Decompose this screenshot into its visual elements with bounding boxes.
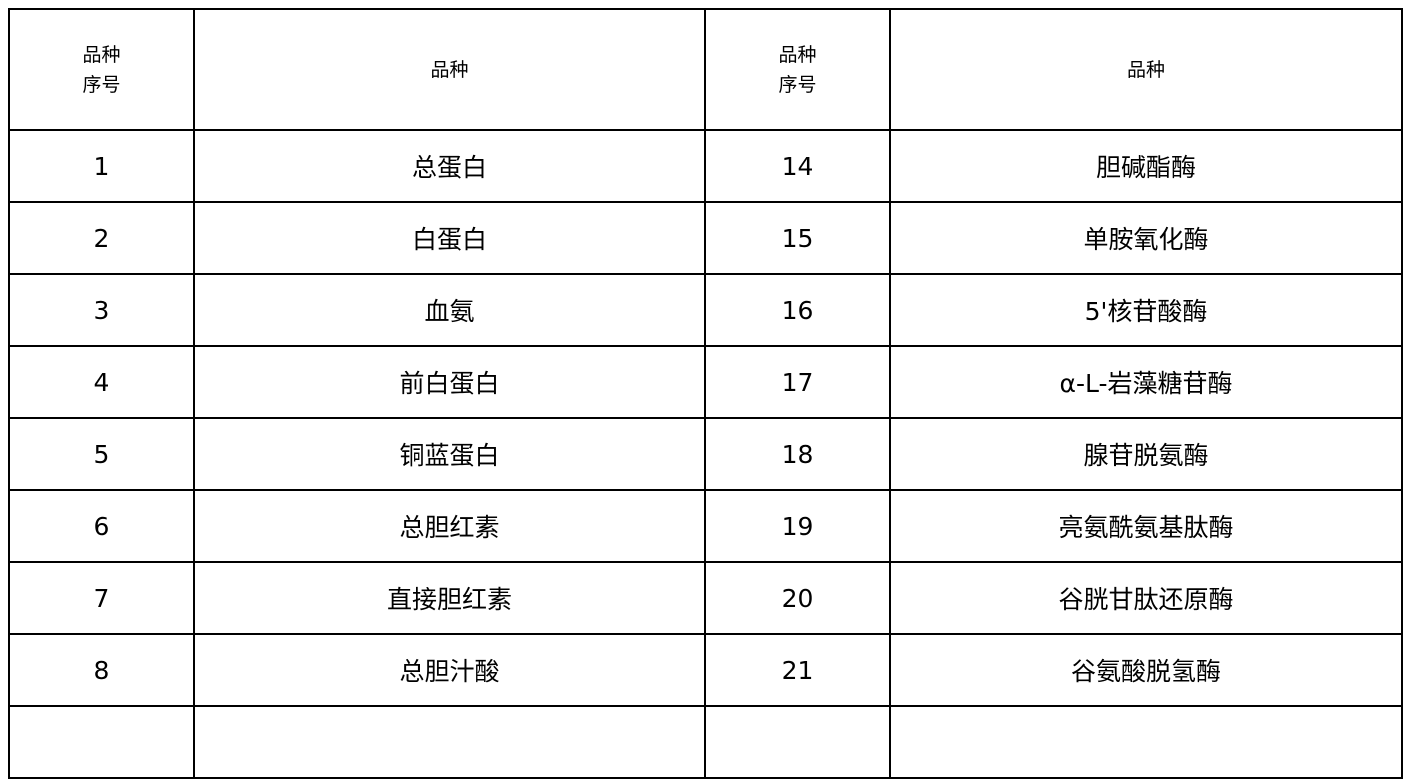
cell-item-right: 谷氨酸脱氢酶 [889, 633, 1403, 707]
cell-serial-left: 1 [8, 129, 195, 203]
cell-item-right: 单胺氧化酶 [889, 201, 1403, 275]
cell-item-left: 总胆汁酸 [193, 633, 706, 707]
table-row: 7 直接胆红素 20 谷胱甘肽还原酶 [8, 561, 1403, 635]
cell-item-right: 谷胱甘肽还原酶 [889, 561, 1403, 635]
cell-item-left: 血氨 [193, 273, 706, 347]
cell-serial-left: 5 [8, 417, 195, 491]
cell-serial-right: 21 [704, 633, 891, 707]
cell-item-right: 亮氨酰氨基肽酶 [889, 489, 1403, 563]
table-row: 2 白蛋白 15 单胺氧化酶 [8, 201, 1403, 275]
header-text: 序号 [778, 73, 817, 96]
header-item-right: 品种 [889, 8, 1403, 131]
items-table: 品种 序号 品种 品种 序号 品种 1 总蛋白 14 胆碱酯酶 2 白蛋白 15 单胺氧化酶 3 血氨… [8, 8, 1403, 779]
cell-serial-left: 7 [8, 561, 195, 635]
cell-item-left: 前白蛋白 [193, 345, 706, 419]
cell-empty [704, 705, 891, 779]
cell-empty [889, 705, 1403, 779]
cell-serial-right: 19 [704, 489, 891, 563]
cell-item-left: 白蛋白 [193, 201, 706, 275]
cell-serial-left: 6 [8, 489, 195, 563]
cell-empty [193, 705, 706, 779]
table-row-partial [8, 705, 1403, 779]
cell-serial-right: 14 [704, 129, 891, 203]
table-row: 5 铜蓝蛋白 18 腺苷脱氨酶 [8, 417, 1403, 491]
cell-serial-left: 3 [8, 273, 195, 347]
cell-serial-right: 16 [704, 273, 891, 347]
table-row: 3 血氨 16 5'核苷酸酶 [8, 273, 1403, 347]
header-serial-right: 品种 序号 [704, 8, 891, 131]
cell-item-left: 直接胆红素 [193, 561, 706, 635]
table-row: 6 总胆红素 19 亮氨酰氨基肽酶 [8, 489, 1403, 563]
cell-serial-left: 8 [8, 633, 195, 707]
cell-item-right: 腺苷脱氨酶 [889, 417, 1403, 491]
cell-serial-right: 20 [704, 561, 891, 635]
cell-serial-right: 18 [704, 417, 891, 491]
cell-serial-right: 15 [704, 201, 891, 275]
cell-serial-right: 17 [704, 345, 891, 419]
table-row: 8 总胆汁酸 21 谷氨酸脱氢酶 [8, 633, 1403, 707]
header-item-left: 品种 [193, 8, 706, 131]
table-row: 1 总蛋白 14 胆碱酯酶 [8, 129, 1403, 203]
cell-empty [8, 705, 195, 779]
header-row: 品种序号 品种 品种序号 品种 [8, 8, 1403, 131]
header-text: 序号 [82, 73, 121, 96]
cell-serial-left: 4 [8, 345, 195, 419]
table-row: 4 前白蛋白 17 α-L-岩藻糖苷酶 [8, 345, 1403, 419]
header-text: 品种 [82, 43, 121, 66]
cell-serial-left: 2 [8, 201, 195, 275]
cell-item-right: 5'核苷酸酶 [889, 273, 1403, 347]
cell-item-left: 总蛋白 [193, 129, 706, 203]
cell-item-right: 胆碱酯酶 [889, 129, 1403, 203]
header-text: 品种 [778, 43, 817, 66]
header-serial-left: 品种 序号 [8, 8, 195, 131]
cell-item-left: 总胆红素 [193, 489, 706, 563]
cell-item-left: 铜蓝蛋白 [193, 417, 706, 491]
cell-item-right: α-L-岩藻糖苷酶 [889, 345, 1403, 419]
